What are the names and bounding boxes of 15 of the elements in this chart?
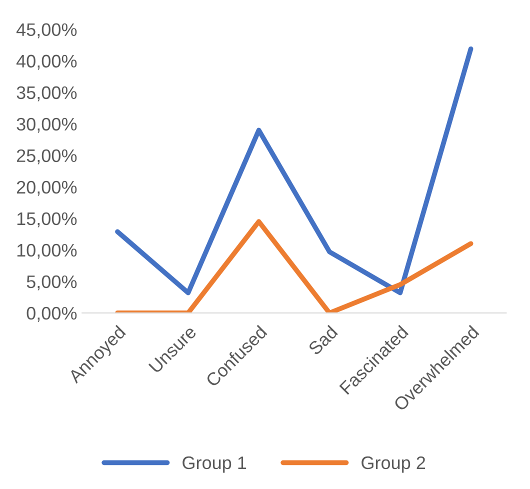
- x-tick-label: Sad: [307, 324, 338, 356]
- y-tick-label: 10,00%: [17, 244, 77, 259]
- y-tick-label: 30,00%: [16, 118, 77, 133]
- y-tick-label: 35,00%: [16, 86, 77, 102]
- y-tick-label: 45,00%: [16, 23, 77, 38]
- y-tick-label: 40,00%: [16, 54, 77, 70]
- y-tick-label: 5,00%: [26, 275, 77, 290]
- y-tick-label: 0,00%: [26, 306, 77, 322]
- line-series: [115, 219, 474, 313]
- legend-label: Group 2: [362, 456, 426, 473]
- line-series: [115, 46, 474, 296]
- y-tick-label: 25,00%: [16, 149, 77, 164]
- y-tick-label: 15,00%: [17, 212, 77, 228]
- legend-label: Group 1: [182, 456, 246, 473]
- y-tick-label: 20,00%: [16, 180, 77, 196]
